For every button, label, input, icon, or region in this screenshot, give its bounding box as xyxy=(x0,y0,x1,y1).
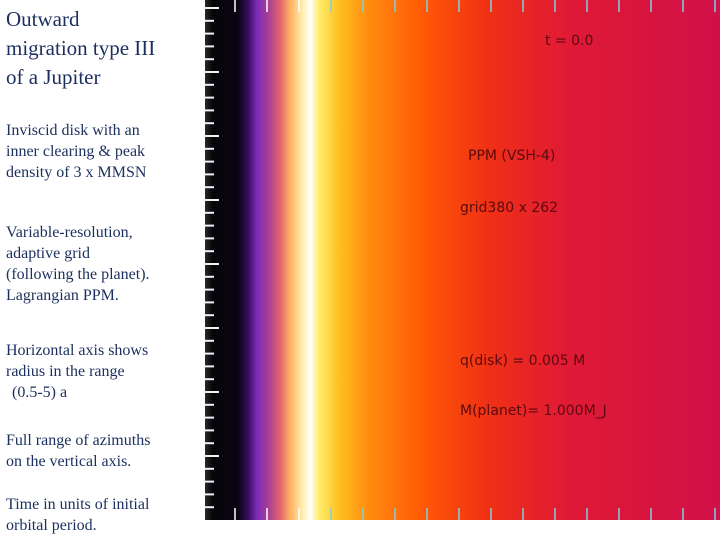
overlay-label: M(planet)= 1.000M_J xyxy=(460,403,607,419)
paragraph-line: Time in units of initial xyxy=(6,496,150,513)
title-line: migration type III xyxy=(6,36,156,60)
paragraph-line: Horizontal axis shows xyxy=(6,342,149,359)
simulation-image: t = 0.0 PPM (VSH-4) grid380 x 262 q(disk) =… xyxy=(205,0,720,520)
paragraph-line: orbital period. xyxy=(6,517,97,534)
paragraph-line: Full range of azimuths xyxy=(6,432,151,449)
overlay-label: t = 0.0 xyxy=(545,33,593,49)
overlay-label: PPM (VSH-4) xyxy=(468,148,555,164)
paragraph-line: adaptive grid xyxy=(6,245,90,262)
paragraph: Full range of azimuths on the vertical ax… xyxy=(6,430,150,472)
paragraph-line: on the vertical axis. xyxy=(6,453,132,470)
title-line: Outward xyxy=(6,7,80,31)
paragraph-line: inner clearing & peak xyxy=(6,143,146,160)
paragraph: Time in units of initial orbital period. xyxy=(6,494,149,536)
paragraph-line: radius in the range xyxy=(6,363,125,380)
overlay-label: q(disk) = 0.005 M xyxy=(460,353,585,369)
paragraph: Variable-resolution, adaptive grid (follow… xyxy=(6,222,150,306)
paragraph: Inviscid disk with an inner clearing & pe… xyxy=(6,120,146,183)
paragraph: Horizontal axis shows radius in the range… xyxy=(6,340,148,403)
paragraph-line: Lagrangian PPM. xyxy=(6,287,119,304)
title: Outward migration type III of a Jupiter xyxy=(6,5,201,92)
density-field xyxy=(205,0,720,520)
overlay-label: grid380 x 262 xyxy=(460,200,558,216)
paragraph-line: density of 3 x MMSN xyxy=(6,164,147,181)
title-line: of a Jupiter xyxy=(6,65,101,89)
paragraph-line: (following the planet). xyxy=(6,266,150,283)
paragraph-line: Variable-resolution, xyxy=(6,224,133,241)
paragraph-line: Inviscid disk with an xyxy=(6,122,140,139)
sidebar: Outward migration type III of a Jupiter Inv… xyxy=(6,0,201,534)
paragraph-line: (0.5-5) a xyxy=(12,384,68,401)
